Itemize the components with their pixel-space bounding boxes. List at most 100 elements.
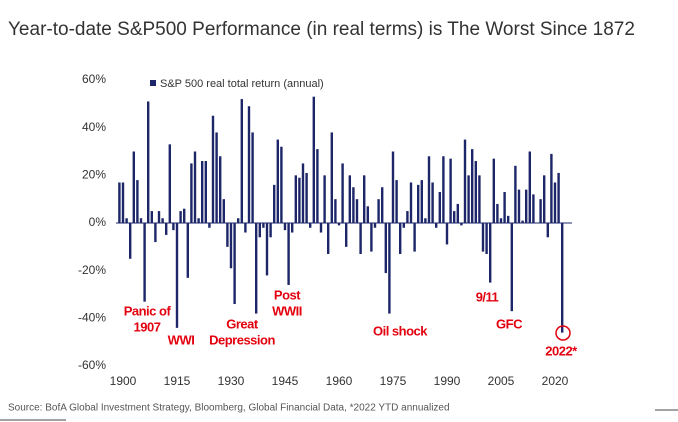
- bar: [280, 146, 283, 223]
- bar: [514, 165, 517, 223]
- annotation: Panic of: [124, 303, 172, 318]
- bar: [240, 99, 243, 223]
- bar: [255, 223, 258, 314]
- bar: [345, 223, 348, 247]
- bar: [525, 189, 528, 223]
- annotation: WWI: [168, 332, 195, 347]
- bar: [413, 223, 416, 252]
- bar: [204, 161, 207, 223]
- bar: [273, 184, 276, 223]
- bar: [438, 192, 441, 223]
- bar: [528, 151, 531, 223]
- bar: [154, 223, 157, 243]
- x-tick-label: 1960: [326, 374, 353, 388]
- highlight-circle: [555, 325, 571, 341]
- bar: [510, 223, 513, 312]
- bar: [355, 199, 359, 223]
- bar: [262, 223, 265, 228]
- bar: [283, 223, 287, 231]
- bar: [226, 223, 229, 247]
- bar: [305, 172, 308, 223]
- bar: [499, 218, 503, 223]
- x-tick-label: 1975: [380, 374, 407, 388]
- bar: [301, 163, 305, 223]
- bar: [474, 161, 477, 223]
- bar: [258, 223, 261, 238]
- bar: [553, 182, 557, 223]
- bar: [435, 223, 438, 228]
- bar: [460, 223, 463, 226]
- bar: [129, 223, 132, 259]
- annotation: 1907: [134, 319, 161, 334]
- x-tick-label: 1900: [110, 374, 137, 388]
- bar: [561, 223, 564, 333]
- bar: [352, 187, 355, 223]
- bar: [179, 211, 182, 223]
- bar: [507, 215, 510, 223]
- bar: [269, 223, 272, 238]
- bar: [341, 163, 344, 223]
- x-tick-label: 1915: [164, 374, 191, 388]
- x-tick-label: 2005: [488, 374, 515, 388]
- bar: [377, 199, 380, 223]
- bar: [165, 223, 168, 235]
- bar: [222, 199, 225, 223]
- bar: [237, 218, 240, 223]
- bar: [168, 144, 171, 223]
- bar: [463, 139, 467, 223]
- x-tick-label: 2020: [542, 374, 569, 388]
- bar: [201, 161, 204, 223]
- bar: [330, 132, 333, 223]
- bar: [381, 187, 384, 223]
- y-tick-label: 60%: [82, 72, 106, 86]
- bar: [485, 223, 488, 254]
- bar: [197, 218, 200, 223]
- annotation: Depression: [209, 332, 275, 347]
- bar: [309, 223, 312, 228]
- bar: [316, 149, 319, 223]
- bar: [233, 223, 236, 305]
- bar: [265, 223, 269, 276]
- bar: [251, 132, 254, 223]
- bar: [139, 218, 143, 223]
- bar: [373, 223, 377, 228]
- bar: [276, 139, 279, 223]
- bar: [492, 158, 495, 223]
- bar: [503, 192, 506, 223]
- bar: [136, 180, 139, 223]
- bar: [449, 158, 452, 223]
- bar: [420, 180, 423, 223]
- bar: [312, 96, 315, 223]
- bar: [150, 211, 153, 223]
- bar: [453, 211, 456, 223]
- bar: [431, 182, 434, 223]
- legend-label: S&P 500 real total return (annual): [160, 78, 324, 90]
- bar: [539, 199, 542, 223]
- bar: [208, 223, 211, 228]
- bar: [348, 175, 351, 223]
- bar: [409, 182, 413, 223]
- bar: [481, 223, 485, 252]
- bar: [406, 211, 409, 223]
- annotation: Post: [274, 287, 301, 302]
- bar: [183, 208, 186, 223]
- bar: [388, 223, 391, 314]
- y-tick-label: -40%: [78, 311, 106, 325]
- x-tick-label: 1945: [272, 374, 299, 388]
- bar: [384, 223, 387, 274]
- x-tick-label: 1990: [434, 374, 461, 388]
- bar: [186, 223, 189, 278]
- bar: [546, 223, 549, 238]
- bar: [161, 218, 164, 223]
- bar: [557, 172, 560, 223]
- bar: [229, 223, 233, 269]
- legend-swatch: [150, 80, 156, 86]
- bar: [247, 106, 251, 223]
- bar: [118, 182, 121, 223]
- annotation: GFC: [496, 316, 523, 331]
- y-tick-label: -60%: [78, 358, 106, 372]
- bar: [550, 153, 553, 223]
- annotation: 2022*: [545, 343, 578, 358]
- bar: [489, 223, 492, 283]
